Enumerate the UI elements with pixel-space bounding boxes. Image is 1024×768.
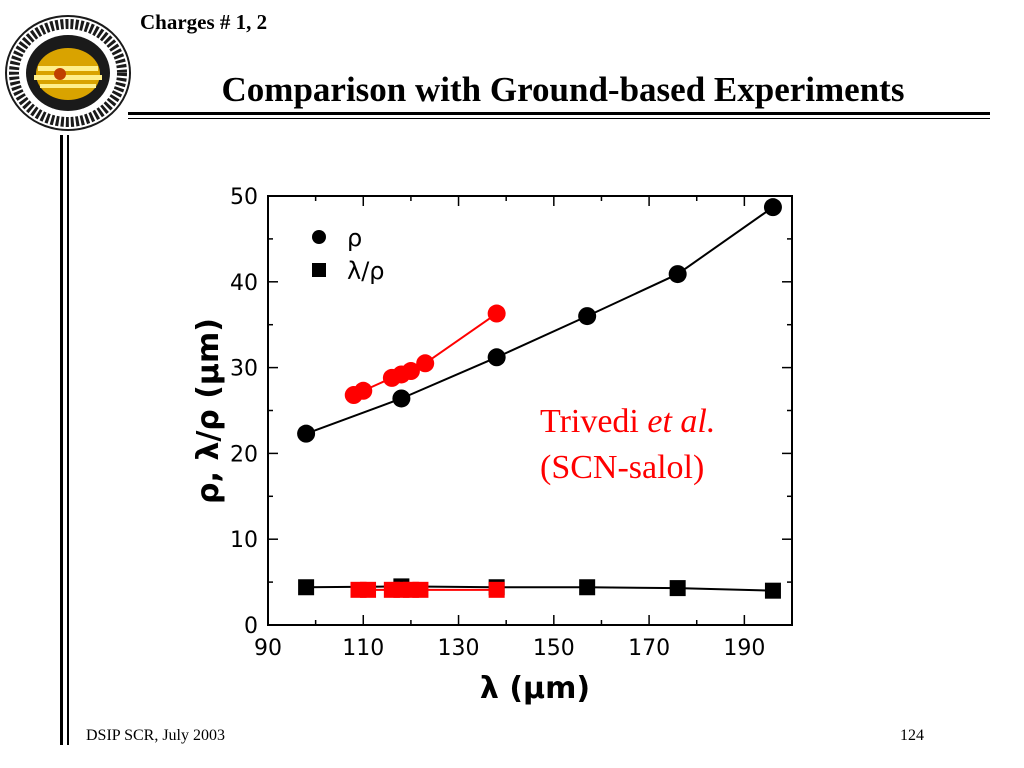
data-point — [669, 580, 686, 597]
left-rule-thick — [60, 135, 63, 745]
data-point — [412, 581, 429, 598]
legend-label: ρ — [347, 224, 362, 252]
data-point — [764, 582, 781, 599]
x-axis-label: λ (μm) — [480, 671, 590, 706]
y-tick-label: 10 — [230, 528, 258, 553]
header-rule-thick — [128, 112, 990, 115]
slide-title: Comparison with Ground-based Experiments — [221, 70, 905, 109]
data-point — [416, 354, 435, 373]
left-rule-thin — [67, 135, 69, 745]
legend-label: λ/ρ — [347, 257, 385, 285]
series-line — [305, 206, 774, 435]
data-point — [360, 581, 377, 598]
legend-marker-circle — [312, 230, 326, 244]
data-point — [298, 579, 315, 596]
data-point — [487, 348, 506, 367]
slide-subtitle: Charges # 1, 2 — [140, 10, 268, 34]
data-point — [579, 579, 596, 596]
y-tick-label: 40 — [230, 271, 258, 296]
x-tick-label: 170 — [628, 636, 670, 661]
y-tick-label: 20 — [230, 442, 258, 467]
data-point — [354, 381, 373, 400]
series-0 — [297, 198, 782, 443]
x-tick-label: 90 — [254, 636, 282, 661]
data-point — [578, 307, 597, 326]
annotation-italic: et al. — [647, 403, 715, 440]
data-point — [763, 198, 782, 217]
x-tick-label: 150 — [533, 636, 575, 661]
annotation-line2: (SCN-salol) — [540, 449, 704, 486]
footer-text: DSIP SCR, July 2003 — [86, 727, 225, 744]
data-point — [401, 362, 420, 381]
y-tick-label: 0 — [244, 614, 258, 639]
annotation-roman: Trivedi — [540, 403, 647, 440]
axis-tick-labels: 90 110 130 150 170 190 0 10 20 30 40 50 — [230, 185, 765, 661]
series-layer — [297, 198, 782, 599]
series-line — [353, 312, 498, 396]
x-tick-label: 130 — [438, 636, 480, 661]
data-point — [668, 265, 687, 284]
legend: ρ λ/ρ — [312, 224, 385, 285]
y-tick-label: 50 — [230, 185, 258, 210]
axis-ticks — [267, 195, 793, 626]
annotation-line1: Trivedi et al. — [540, 403, 715, 440]
data-point — [487, 304, 506, 323]
y-tick-label: 30 — [230, 357, 258, 382]
x-tick-label: 190 — [723, 636, 765, 661]
logo-emblem — [5, 15, 131, 131]
y-axis-label: ρ, λ/ρ (μm) — [191, 318, 226, 504]
data-point — [297, 424, 316, 443]
series-2 — [344, 304, 506, 405]
header-rule-thin — [128, 118, 990, 119]
data-point — [488, 581, 505, 598]
data-point — [392, 389, 411, 408]
x-tick-label: 110 — [342, 636, 384, 661]
legend-marker-square — [312, 263, 326, 277]
page-number: 124 — [900, 727, 924, 744]
series-3 — [350, 581, 505, 598]
